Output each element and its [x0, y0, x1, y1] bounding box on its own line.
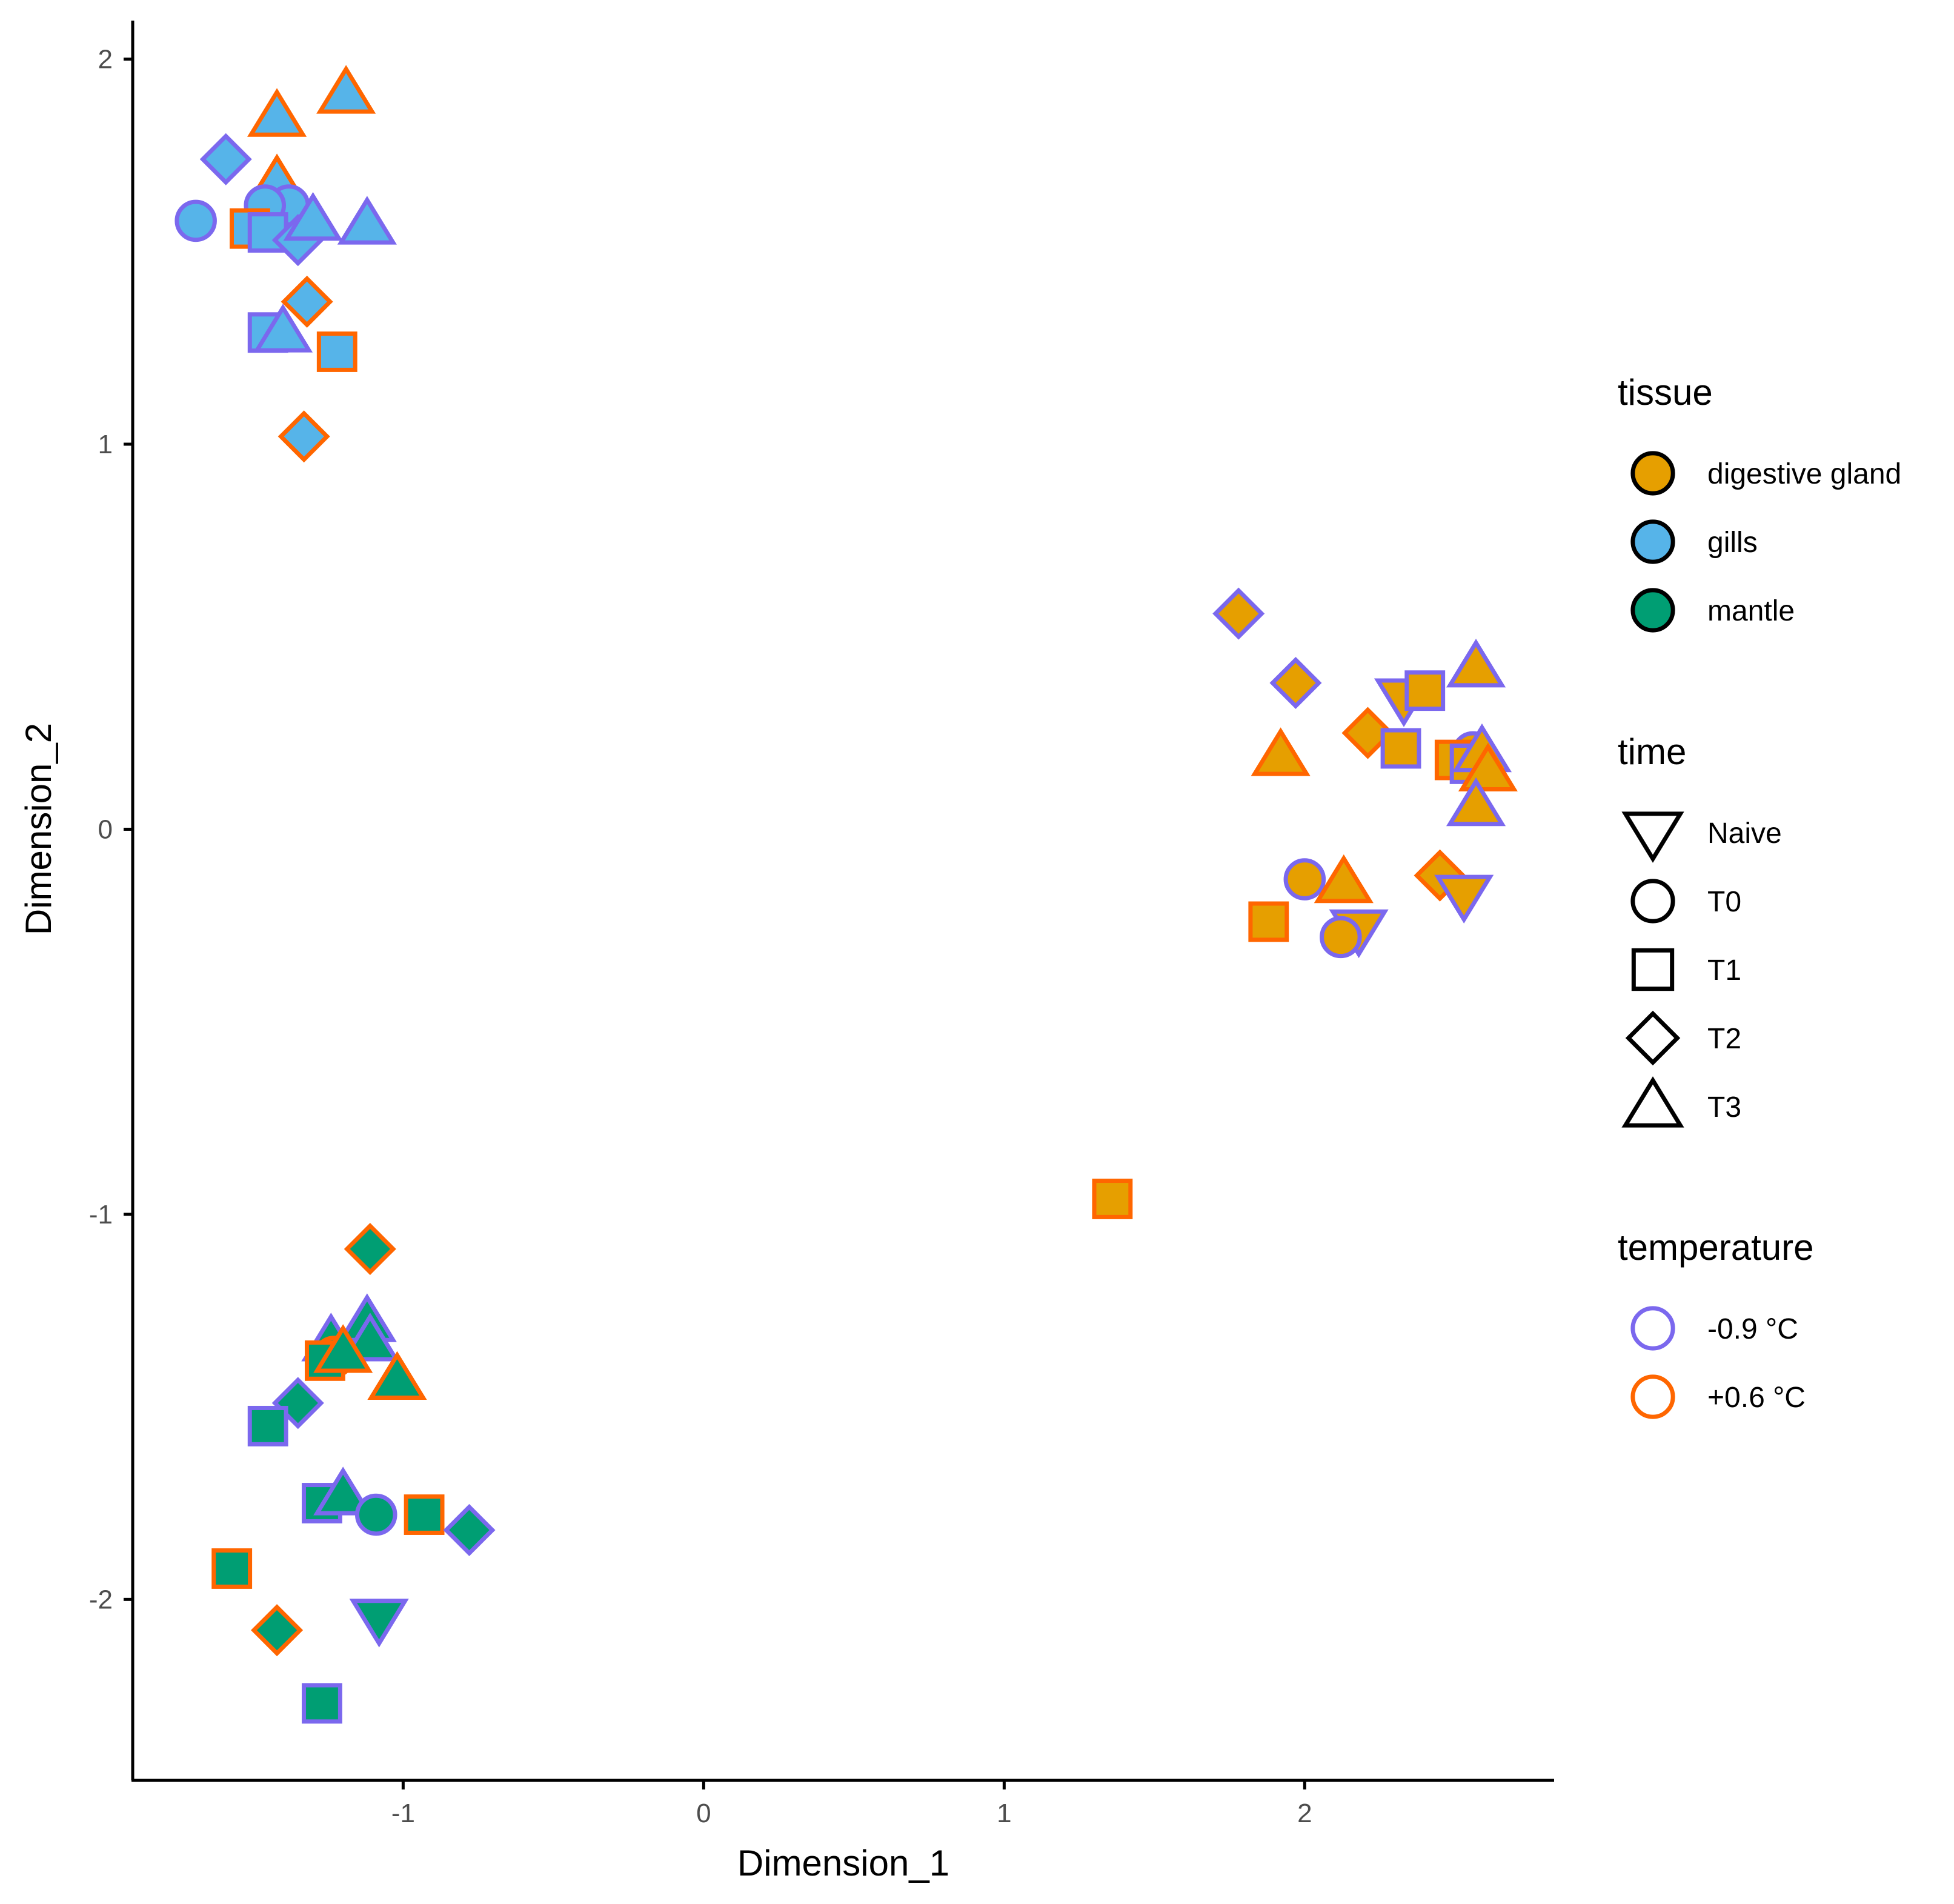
data-point	[1320, 916, 1362, 959]
legend-label: T0	[1707, 886, 1741, 918]
data-point	[1251, 727, 1311, 776]
legend-label: +0.6 °C	[1707, 1382, 1806, 1414]
data-point	[1458, 742, 1518, 792]
y-tick-label: 0	[98, 814, 113, 844]
data-point	[1446, 777, 1506, 827]
legend-label: gills	[1707, 527, 1758, 559]
data-point	[349, 1599, 409, 1648]
data-point	[367, 1351, 427, 1400]
data-point	[1404, 670, 1446, 711]
x-axis-title: Dimension_1	[737, 1843, 949, 1883]
legend-title: time	[1618, 731, 1686, 772]
data-point	[277, 410, 330, 463]
data-point	[1446, 639, 1506, 688]
data-point	[211, 1548, 253, 1589]
legend-label: digestive gland	[1707, 458, 1901, 490]
legend-label: T2	[1707, 1023, 1741, 1055]
legend-key	[1625, 1010, 1681, 1066]
data-point	[1248, 901, 1289, 942]
y-tick-label: -1	[89, 1200, 113, 1230]
data-point	[337, 196, 397, 245]
legend: tissue digestive gland gills mantle time Naiv…	[1618, 372, 1901, 1419]
data-point	[313, 1324, 373, 1373]
data-point	[174, 199, 217, 242]
y-tick-label: 1	[98, 430, 113, 459]
legend-key	[1630, 588, 1675, 633]
data-point	[283, 191, 343, 241]
data-point	[281, 275, 333, 328]
x-tick-label: -1	[391, 1799, 415, 1828]
legend-key	[1630, 451, 1675, 496]
legend-title: temperature	[1618, 1227, 1814, 1268]
data-point	[251, 1604, 304, 1657]
legend-title: tissue	[1618, 372, 1713, 413]
data-point	[354, 1493, 397, 1536]
x-tick-label: 1	[997, 1799, 1011, 1828]
data-point	[1283, 858, 1326, 900]
legend-label: T1	[1707, 954, 1741, 987]
x-tick-label: 0	[696, 1799, 711, 1828]
data-point	[1092, 1179, 1133, 1219]
legend-key	[1630, 879, 1675, 924]
legend-tissue: tissue digestive gland gills mantle	[1618, 372, 1901, 633]
legend-key	[1630, 1306, 1675, 1351]
data-point	[1314, 854, 1374, 904]
legend-time: time Naive T0 T1 T2 T3	[1618, 731, 1782, 1128]
data-point	[302, 1683, 342, 1724]
data-point	[199, 133, 252, 185]
data-point	[313, 1466, 373, 1516]
legend-temperature: temperature -0.9 °C +0.6 °C	[1618, 1227, 1814, 1419]
legend-key	[1621, 1076, 1684, 1128]
legend-label: mantle	[1707, 595, 1795, 627]
y-axis-title: Dimension_2	[18, 723, 59, 935]
data-point	[443, 1503, 496, 1556]
data-point	[404, 1494, 445, 1535]
legend-key	[1631, 948, 1675, 991]
data-point	[1434, 874, 1494, 924]
data-point	[1212, 587, 1265, 640]
x-tick-label: 2	[1297, 1799, 1312, 1828]
legend-label: -0.9 °C	[1707, 1313, 1798, 1345]
data-point	[1380, 728, 1421, 769]
data-point	[316, 331, 357, 372]
legend-key	[1630, 1374, 1675, 1419]
legend-label: T3	[1707, 1091, 1741, 1123]
data-point	[1341, 707, 1394, 759]
data-point	[316, 65, 376, 114]
y-tick-label: 2	[98, 45, 113, 75]
data-point	[247, 1405, 288, 1446]
legend-key	[1630, 519, 1675, 564]
legend-key	[1621, 811, 1684, 863]
legend-label: Naive	[1707, 817, 1782, 850]
data-point	[253, 304, 313, 353]
data-point	[247, 88, 307, 137]
y-tick-label: -2	[89, 1585, 113, 1614]
data-point	[344, 1223, 396, 1276]
data-point	[1269, 656, 1322, 710]
